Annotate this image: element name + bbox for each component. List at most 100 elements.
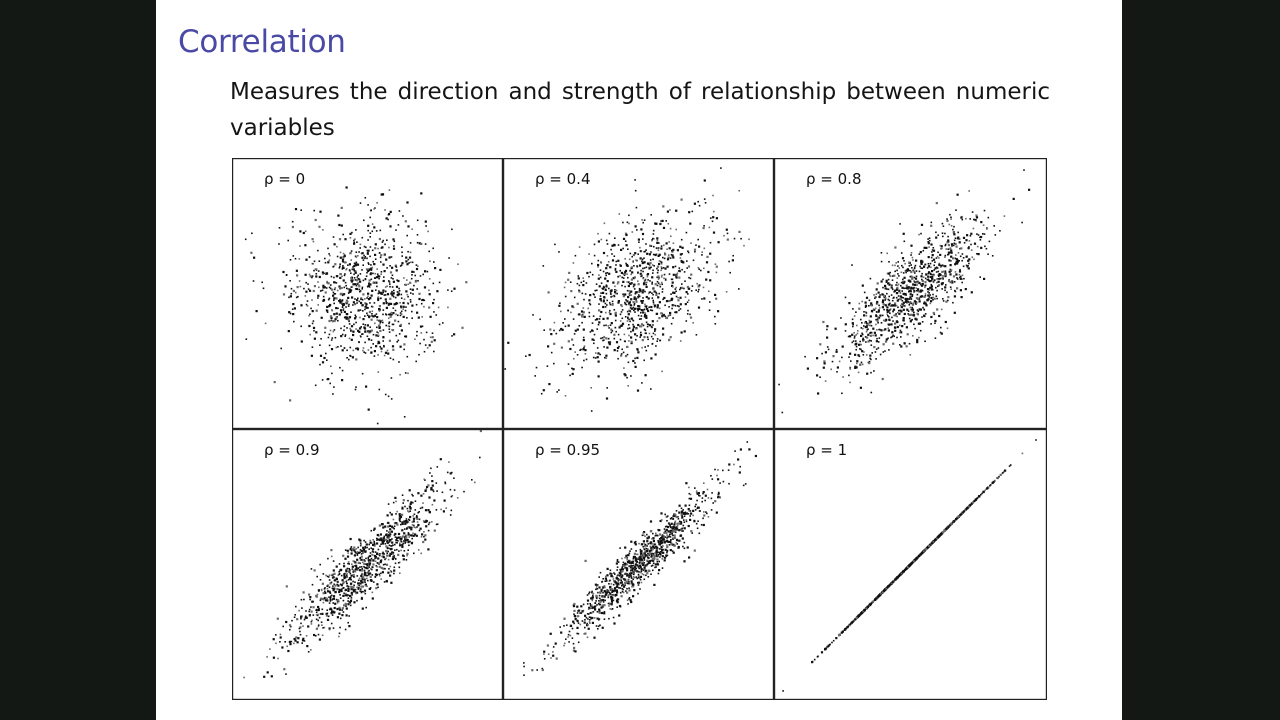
panel-label: ρ = 0.8 bbox=[806, 170, 861, 188]
scatter-point bbox=[383, 556, 385, 559]
scatter-point bbox=[622, 588, 624, 591]
scatter-point bbox=[953, 231, 955, 234]
scatter-point bbox=[353, 239, 355, 242]
scatter-point bbox=[262, 287, 265, 290]
scatter-point bbox=[424, 520, 427, 523]
scatter-point bbox=[658, 301, 661, 304]
scatter-point bbox=[652, 229, 655, 232]
scatter-point bbox=[613, 622, 616, 625]
scatter-point bbox=[616, 292, 618, 295]
scatter-point bbox=[883, 295, 886, 298]
scatter-point bbox=[887, 329, 890, 332]
scatter-point bbox=[857, 330, 859, 332]
scatter-point bbox=[366, 312, 368, 315]
scatter-point bbox=[885, 279, 888, 282]
scatter-point bbox=[631, 271, 634, 274]
scatter-point bbox=[630, 576, 633, 579]
scatter-point bbox=[637, 271, 639, 274]
scatter-point bbox=[391, 286, 394, 288]
scatter-point bbox=[343, 255, 346, 258]
scatter-point bbox=[341, 294, 344, 297]
scatter-point bbox=[595, 586, 598, 588]
scatter-point bbox=[642, 324, 645, 327]
scatter-point bbox=[328, 574, 331, 576]
scatter-point bbox=[356, 283, 359, 285]
scatter-point bbox=[377, 296, 380, 298]
scatter-point bbox=[878, 307, 881, 309]
scatter-point bbox=[708, 226, 711, 229]
scatter-point bbox=[894, 302, 897, 305]
scatter-point bbox=[375, 565, 378, 567]
scatter-point bbox=[386, 285, 388, 287]
scatter-point bbox=[605, 324, 607, 327]
scatter-point bbox=[664, 513, 666, 516]
scatter-point bbox=[279, 633, 282, 636]
scatter-point bbox=[849, 352, 852, 355]
scatter-point bbox=[693, 248, 697, 251]
scatter-point bbox=[632, 323, 634, 326]
scatter-point bbox=[961, 281, 963, 284]
scatter-point bbox=[911, 276, 914, 279]
scatter-point bbox=[889, 271, 891, 274]
scatter-point bbox=[656, 306, 659, 309]
scatter-point bbox=[351, 548, 354, 551]
panel-label: ρ = 0.9 bbox=[264, 441, 319, 459]
scatter-point bbox=[630, 540, 633, 543]
scatter-point bbox=[695, 491, 698, 494]
scatter-point bbox=[298, 280, 301, 282]
scatter-point bbox=[375, 334, 378, 337]
scatter-point bbox=[614, 326, 617, 329]
scatter-point bbox=[411, 288, 414, 291]
scatter-point bbox=[327, 298, 330, 301]
scatter-point bbox=[900, 304, 902, 307]
scatter-point bbox=[617, 275, 620, 278]
scatter-point bbox=[580, 310, 584, 313]
scatter-point bbox=[630, 307, 634, 310]
scatter-point bbox=[451, 471, 453, 474]
scatter-point bbox=[336, 275, 339, 278]
scatter-point bbox=[909, 293, 912, 296]
scatter-point bbox=[611, 601, 613, 604]
scatter-point bbox=[589, 616, 592, 619]
scatter-point bbox=[398, 513, 401, 516]
scatter-point bbox=[688, 276, 690, 279]
scatter-point bbox=[587, 618, 589, 620]
scatter-point bbox=[450, 290, 453, 292]
scatter-point bbox=[639, 578, 642, 581]
scatter-point bbox=[339, 597, 342, 599]
scatter-point bbox=[851, 322, 854, 325]
scatter-point bbox=[325, 574, 327, 577]
scatter-point bbox=[356, 558, 359, 561]
scatter-point bbox=[656, 239, 659, 242]
scatter-point bbox=[374, 277, 376, 279]
scatter-point bbox=[392, 292, 395, 295]
scatter-point bbox=[682, 509, 684, 511]
scatter-point bbox=[914, 264, 917, 267]
scatter-point bbox=[564, 281, 567, 284]
scatter-point bbox=[317, 281, 319, 283]
scatter-point bbox=[576, 605, 579, 608]
scatter-point bbox=[591, 606, 594, 609]
scatter-point bbox=[639, 250, 642, 252]
scatter-point bbox=[887, 278, 890, 281]
scatter-point bbox=[640, 325, 643, 328]
scatter-point bbox=[944, 243, 947, 246]
scatter-point bbox=[653, 304, 656, 307]
scatter-point bbox=[328, 596, 330, 598]
scatter-point bbox=[417, 549, 420, 551]
scatter-point bbox=[343, 347, 346, 349]
scatter-point bbox=[623, 585, 626, 588]
scatter-point bbox=[553, 342, 556, 345]
scatter-point bbox=[396, 341, 398, 343]
scatter-point bbox=[893, 335, 895, 338]
scatter-point bbox=[643, 315, 646, 318]
scatter-point bbox=[335, 316, 338, 319]
scatter-point bbox=[251, 232, 253, 235]
scatter-point bbox=[621, 348, 623, 351]
scatter-point bbox=[930, 323, 932, 325]
scatter-point bbox=[634, 179, 636, 181]
scatter-point bbox=[619, 605, 622, 608]
scatter-point bbox=[625, 244, 628, 247]
scatter-point bbox=[896, 336, 898, 339]
scatter-point bbox=[639, 588, 641, 590]
